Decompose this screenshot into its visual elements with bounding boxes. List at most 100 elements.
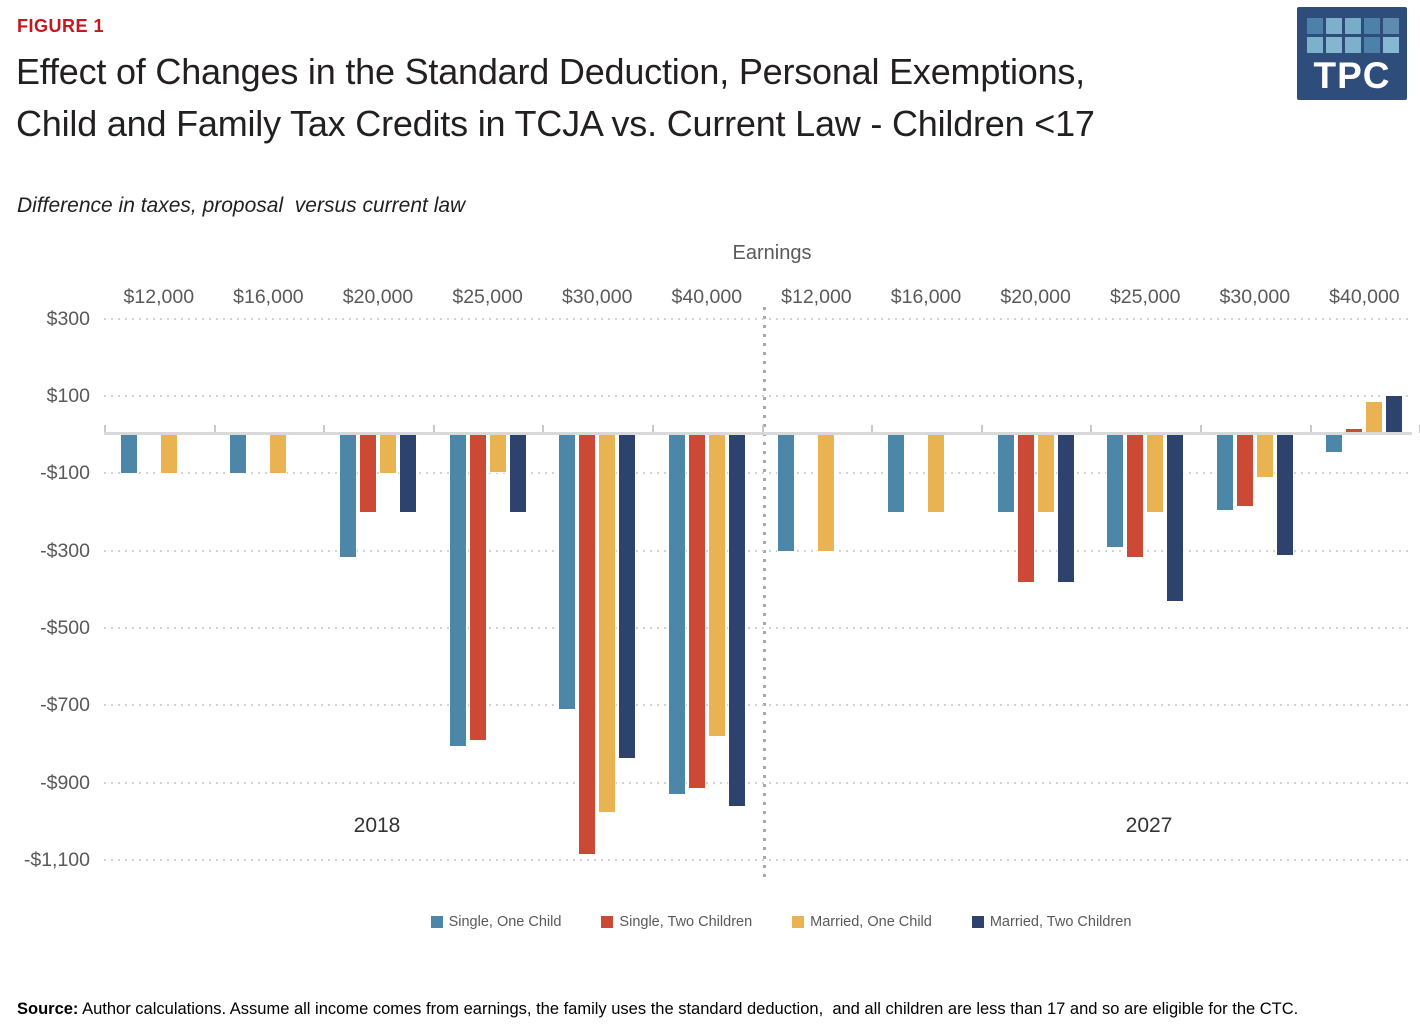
bar bbox=[1236, 434, 1253, 507]
legend-swatch bbox=[792, 916, 805, 928]
bar bbox=[1127, 434, 1144, 557]
axis-tick bbox=[871, 425, 874, 433]
bar bbox=[778, 434, 795, 551]
y-axis-label: -$700 bbox=[40, 694, 90, 717]
x-axis-label: $40,000 bbox=[1329, 286, 1400, 308]
bar bbox=[1276, 434, 1293, 555]
bar bbox=[360, 434, 376, 513]
chart-subtitle: Difference in taxes, proposal versus cur… bbox=[17, 194, 466, 217]
bar bbox=[1256, 434, 1273, 478]
logo-square bbox=[1326, 37, 1342, 53]
bar bbox=[270, 434, 287, 474]
logo-square bbox=[1383, 18, 1399, 34]
chart-title: Effect of Changes in the Standard Deduct… bbox=[16, 46, 1095, 150]
y-axis-label: -$500 bbox=[40, 617, 90, 640]
legend-item: Single, One Child bbox=[430, 914, 562, 930]
legend-label: Single, One Child bbox=[448, 914, 562, 930]
bar bbox=[1216, 434, 1233, 511]
figure-label: FIGURE 1 bbox=[17, 16, 105, 36]
gridline bbox=[104, 317, 1408, 320]
chart-title-line2: Child and Family Tax Credits in TCJA vs.… bbox=[16, 103, 1095, 144]
axis-tick bbox=[980, 425, 983, 433]
x-axis-label: $30,000 bbox=[1219, 286, 1291, 308]
logo-square bbox=[1364, 37, 1380, 53]
axis-tick bbox=[432, 425, 435, 433]
legend-swatch bbox=[430, 916, 443, 928]
bar bbox=[1107, 434, 1124, 547]
bar bbox=[619, 434, 636, 758]
bar bbox=[1326, 434, 1343, 453]
legend-swatch bbox=[601, 916, 614, 928]
x-axis-label: $12,000 bbox=[781, 286, 852, 308]
logo-square bbox=[1307, 37, 1323, 53]
x-axis-label: $25,000 bbox=[452, 286, 523, 308]
x-axis-label: $12,000 bbox=[123, 286, 195, 308]
bar bbox=[1346, 429, 1363, 435]
axis-tick bbox=[213, 425, 216, 433]
x-axis-label: $40,000 bbox=[671, 286, 743, 308]
logo-square bbox=[1345, 37, 1361, 53]
source-label: Source: bbox=[17, 999, 79, 1018]
bar bbox=[1057, 434, 1074, 582]
x-axis-label: $16,000 bbox=[233, 286, 304, 308]
bar bbox=[230, 434, 247, 474]
y-axis-label: -$300 bbox=[40, 539, 90, 562]
axis-tick bbox=[1200, 425, 1202, 433]
y-axis-label: -$900 bbox=[40, 771, 90, 794]
y-axis-label: -$100 bbox=[40, 462, 90, 485]
bar bbox=[1366, 401, 1383, 435]
x-axis-line bbox=[104, 432, 1412, 435]
bar bbox=[708, 434, 725, 737]
logo-square bbox=[1383, 37, 1399, 53]
bar bbox=[120, 434, 137, 474]
y-axis-label: $300 bbox=[46, 307, 90, 330]
bar bbox=[449, 434, 466, 746]
bar bbox=[728, 434, 745, 806]
bar bbox=[928, 434, 944, 513]
tpc-logo-squares bbox=[1307, 18, 1399, 53]
source-note: Source: Author calculations. Assume all … bbox=[17, 994, 1339, 1025]
x-axis-label: $20,000 bbox=[1000, 286, 1071, 308]
source-text: Author calculations. Assume all income c… bbox=[78, 999, 1299, 1018]
gridline bbox=[104, 781, 1408, 784]
legend-item: Married, One Child bbox=[792, 914, 932, 930]
bar bbox=[688, 434, 705, 789]
bar bbox=[579, 434, 596, 855]
axis-tick bbox=[323, 425, 326, 433]
x-axis-label: $25,000 bbox=[1109, 286, 1181, 308]
bar bbox=[888, 434, 904, 513]
x-axis-title: Earnings bbox=[732, 242, 812, 264]
bar bbox=[469, 434, 486, 741]
legend-label: Married, One Child bbox=[810, 914, 932, 930]
bar bbox=[559, 434, 576, 710]
gridline bbox=[104, 704, 1408, 707]
bar bbox=[160, 434, 177, 474]
bar bbox=[997, 434, 1014, 513]
chart-title-line1: Effect of Changes in the Standard Deduct… bbox=[16, 51, 1085, 92]
legend-item: Single, Two Children bbox=[601, 914, 752, 930]
gridline bbox=[104, 472, 1408, 475]
bar bbox=[1037, 434, 1054, 513]
year-label: 2027 bbox=[1125, 814, 1173, 837]
bar bbox=[818, 434, 835, 551]
bar bbox=[1167, 434, 1184, 601]
gridline bbox=[104, 859, 1408, 861]
y-axis-label: $100 bbox=[46, 385, 90, 408]
axis-tick bbox=[652, 425, 654, 433]
logo-square bbox=[1307, 18, 1323, 34]
logo-square bbox=[1364, 18, 1380, 34]
legend-label: Single, Two Children bbox=[619, 914, 753, 930]
bar bbox=[509, 434, 526, 513]
x-axis-label: $30,000 bbox=[561, 286, 633, 308]
logo-square bbox=[1326, 18, 1342, 34]
axis-tick bbox=[761, 425, 764, 433]
logo-square bbox=[1345, 18, 1361, 34]
bar bbox=[1017, 434, 1034, 582]
legend-label: Married, Two Children bbox=[989, 914, 1132, 930]
bar bbox=[380, 434, 396, 474]
axis-tick bbox=[542, 425, 545, 433]
bar bbox=[1147, 434, 1164, 513]
axis-tick bbox=[1309, 425, 1312, 433]
bar bbox=[489, 434, 506, 472]
